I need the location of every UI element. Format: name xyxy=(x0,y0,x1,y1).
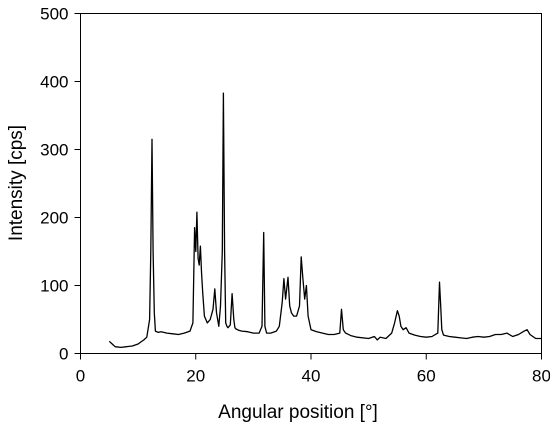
y-tick-label: 200 xyxy=(40,209,68,228)
x-tick-label: 0 xyxy=(76,367,85,386)
x-tick-label: 80 xyxy=(532,367,550,386)
y-tick-label: 400 xyxy=(40,73,68,92)
plot-area xyxy=(80,13,542,354)
y-tick-label: 300 xyxy=(40,141,68,160)
y-axis-ticks: 0 100 200 300 400 500 xyxy=(40,5,81,364)
x-tick-label: 60 xyxy=(417,367,436,386)
y-tick-label: 500 xyxy=(40,5,68,24)
x-axis-title: Angular position [°] xyxy=(218,402,378,423)
x-tick-label: 40 xyxy=(302,367,321,386)
y-axis-title: Intensity [cps] xyxy=(6,125,27,241)
x-axis-ticks: 0 20 40 60 80 xyxy=(76,353,550,386)
y-tick-label: 0 xyxy=(59,345,68,364)
x-tick-label: 20 xyxy=(186,367,205,386)
y-tick-label: 100 xyxy=(40,277,68,296)
series-line xyxy=(108,92,542,349)
